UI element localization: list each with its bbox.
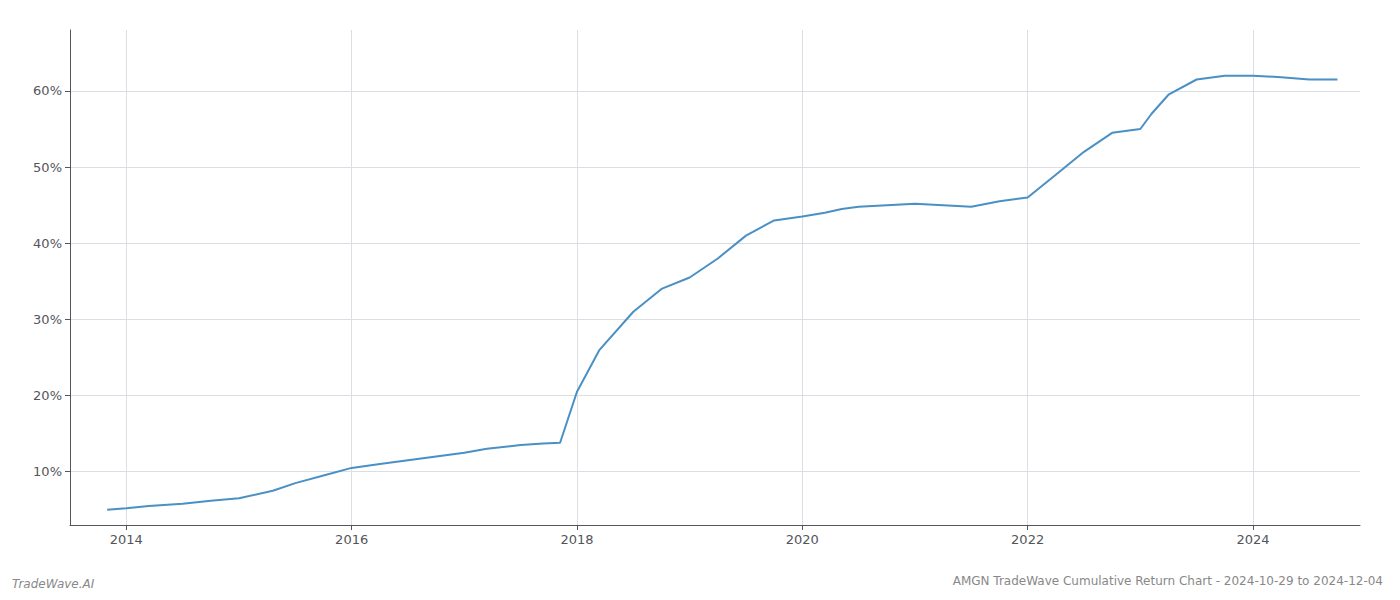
svg-text:60%: 60% (33, 83, 62, 98)
svg-text:2024: 2024 (1236, 532, 1269, 547)
svg-text:2020: 2020 (786, 532, 819, 547)
svg-text:AMGN TradeWave Cumulative Retu: AMGN TradeWave Cumulative Return Chart -… (953, 574, 1383, 588)
svg-text:TradeWave.AI: TradeWave.AI (12, 577, 95, 591)
svg-text:10%: 10% (33, 464, 62, 479)
svg-text:2014: 2014 (110, 532, 143, 547)
svg-text:50%: 50% (33, 160, 62, 175)
svg-text:20%: 20% (33, 388, 62, 403)
svg-text:2018: 2018 (560, 532, 593, 547)
svg-text:2016: 2016 (335, 532, 368, 547)
svg-text:2022: 2022 (1011, 532, 1044, 547)
svg-text:40%: 40% (33, 236, 62, 251)
svg-text:30%: 30% (33, 312, 62, 327)
